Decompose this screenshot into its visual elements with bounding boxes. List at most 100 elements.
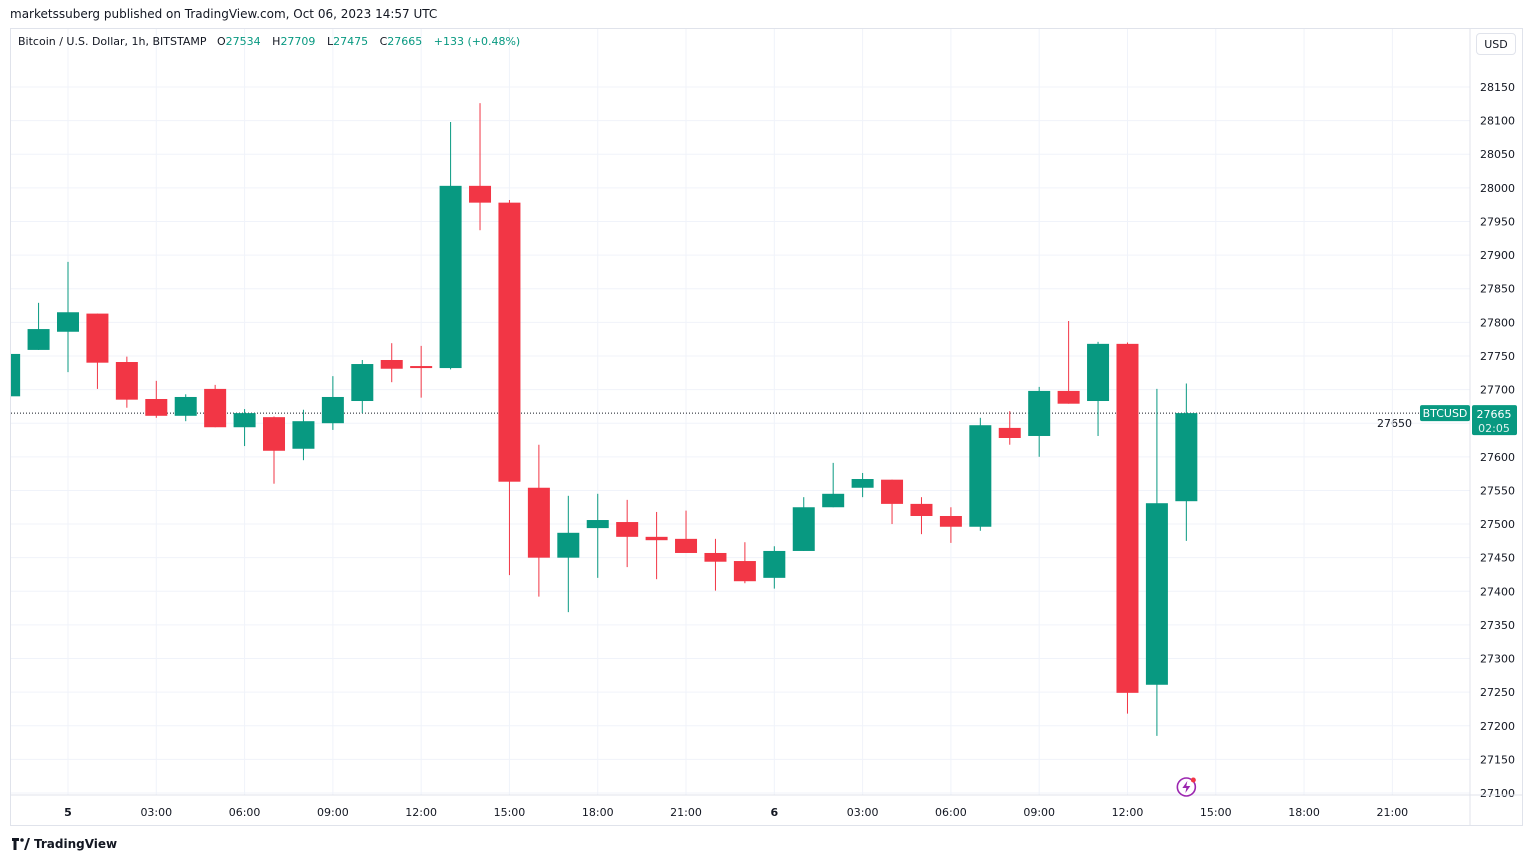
candle-body bbox=[439, 185, 462, 369]
symbol-title[interactable]: Bitcoin / U.S. Dollar, 1h, BITSTAMP bbox=[18, 35, 207, 48]
candle-body bbox=[410, 366, 433, 369]
candle-body bbox=[174, 396, 197, 416]
x-tick-label: 6 bbox=[770, 806, 778, 819]
candle-body bbox=[851, 479, 874, 488]
x-tick-label: 09:00 bbox=[317, 806, 349, 819]
candle-body bbox=[586, 520, 609, 529]
y-tick-label: 27150 bbox=[1480, 753, 1515, 766]
candle-body bbox=[763, 550, 786, 578]
x-tick-label: 18:00 bbox=[582, 806, 614, 819]
symbol-tag-label: BTCUSD bbox=[1423, 407, 1468, 420]
candle-body bbox=[1087, 343, 1110, 402]
x-tick-label: 5 bbox=[64, 806, 72, 819]
candle-body bbox=[822, 493, 845, 508]
x-tick-label: 06:00 bbox=[935, 806, 967, 819]
y-tick-label: 27450 bbox=[1480, 552, 1515, 565]
y-tick-label: 27800 bbox=[1480, 316, 1515, 329]
chart-frame bbox=[10, 28, 1523, 826]
y-tick-label: 27750 bbox=[1480, 350, 1515, 363]
candle-body bbox=[881, 479, 904, 504]
y-tick-label: 27950 bbox=[1480, 215, 1515, 228]
candle-body bbox=[645, 536, 668, 541]
currency-button[interactable]: USD bbox=[1476, 33, 1516, 55]
price-tag-countdown: 02:05 bbox=[1478, 422, 1510, 435]
candle-body bbox=[86, 313, 109, 363]
x-tick-label: 15:00 bbox=[494, 806, 526, 819]
tradingview-brand[interactable]: TradingView bbox=[12, 837, 117, 851]
candle-body bbox=[11, 353, 21, 397]
candle-body bbox=[204, 388, 227, 428]
y-tick-label: 27850 bbox=[1480, 283, 1515, 296]
lightning-bolt-icon bbox=[1182, 781, 1191, 793]
y-tick-label: 28000 bbox=[1480, 182, 1515, 195]
symbol-legend: Bitcoin / U.S. Dollar, 1h, BITSTAMP O275… bbox=[18, 35, 528, 48]
candle-body bbox=[145, 398, 168, 416]
alert-dot-icon bbox=[1190, 777, 1196, 783]
candle-body bbox=[733, 561, 756, 582]
candle-body bbox=[233, 413, 256, 428]
y-tick-label: 27400 bbox=[1480, 585, 1515, 598]
y-tick-label: 27600 bbox=[1480, 451, 1515, 464]
candle-body bbox=[1145, 503, 1168, 685]
high-value: 27709 bbox=[280, 35, 316, 48]
candle-body bbox=[792, 507, 815, 551]
candle-body bbox=[616, 522, 639, 537]
candle-body bbox=[498, 202, 521, 482]
x-tick-label: 21:00 bbox=[670, 806, 702, 819]
close-value: 27665 bbox=[387, 35, 423, 48]
candle-body bbox=[263, 417, 286, 451]
candle-body bbox=[1175, 413, 1198, 502]
candle-body bbox=[1057, 390, 1080, 404]
y-tick-label: 27350 bbox=[1480, 619, 1515, 632]
candle-body bbox=[351, 364, 374, 402]
candle-body bbox=[57, 312, 79, 332]
candle-body bbox=[469, 185, 492, 203]
y-tick-label: 27100 bbox=[1480, 787, 1515, 800]
low-value: 27475 bbox=[333, 35, 369, 48]
candle-body bbox=[1116, 343, 1139, 693]
price-tag-bg bbox=[1472, 405, 1517, 436]
y-tick-label: 27500 bbox=[1480, 518, 1515, 531]
candle-body bbox=[910, 503, 933, 516]
x-tick-label: 12:00 bbox=[1112, 806, 1144, 819]
candle-body bbox=[998, 427, 1021, 438]
open-value: 27534 bbox=[225, 35, 261, 48]
price-tag-value: 27665 bbox=[1477, 408, 1512, 421]
candle-body bbox=[380, 359, 403, 369]
y-tick-label: 27650 bbox=[1377, 417, 1412, 430]
open-label: O bbox=[216, 35, 226, 48]
x-tick-label: 12:00 bbox=[405, 806, 437, 819]
candle-body bbox=[675, 538, 698, 553]
x-tick-label: 06:00 bbox=[229, 806, 261, 819]
y-tick-label: 27550 bbox=[1480, 484, 1515, 497]
x-tick-label: 21:00 bbox=[1376, 806, 1408, 819]
symbol-tag-bg bbox=[1420, 405, 1470, 422]
x-tick-label: 03:00 bbox=[140, 806, 172, 819]
y-tick-label: 28050 bbox=[1480, 148, 1515, 161]
x-tick-label: 18:00 bbox=[1288, 806, 1320, 819]
candle-body bbox=[292, 421, 315, 449]
close-label: C bbox=[379, 35, 388, 48]
candle-body bbox=[969, 425, 992, 527]
tradingview-logo-icon bbox=[12, 838, 30, 850]
candle-body bbox=[557, 532, 580, 558]
tradingview-label: TradingView bbox=[34, 837, 118, 851]
high-label: H bbox=[272, 35, 281, 48]
publisher-line: marketssuberg published on TradingView.c… bbox=[10, 7, 438, 21]
y-tick-label: 27900 bbox=[1480, 249, 1515, 262]
y-tick-label: 28150 bbox=[1480, 81, 1515, 94]
x-tick-label: 03:00 bbox=[847, 806, 879, 819]
candle-body bbox=[321, 396, 344, 424]
candle-body bbox=[939, 515, 962, 527]
y-tick-label: 27200 bbox=[1480, 720, 1515, 733]
low-label: L bbox=[326, 35, 334, 48]
y-tick-label: 27300 bbox=[1480, 653, 1515, 666]
x-tick-label: 15:00 bbox=[1200, 806, 1232, 819]
candle-body bbox=[1028, 390, 1051, 436]
candle-body bbox=[527, 487, 550, 558]
candle-body bbox=[27, 329, 50, 350]
x-tick-label: 09:00 bbox=[1023, 806, 1055, 819]
candle-body bbox=[704, 552, 727, 562]
y-tick-label: 27700 bbox=[1480, 384, 1515, 397]
